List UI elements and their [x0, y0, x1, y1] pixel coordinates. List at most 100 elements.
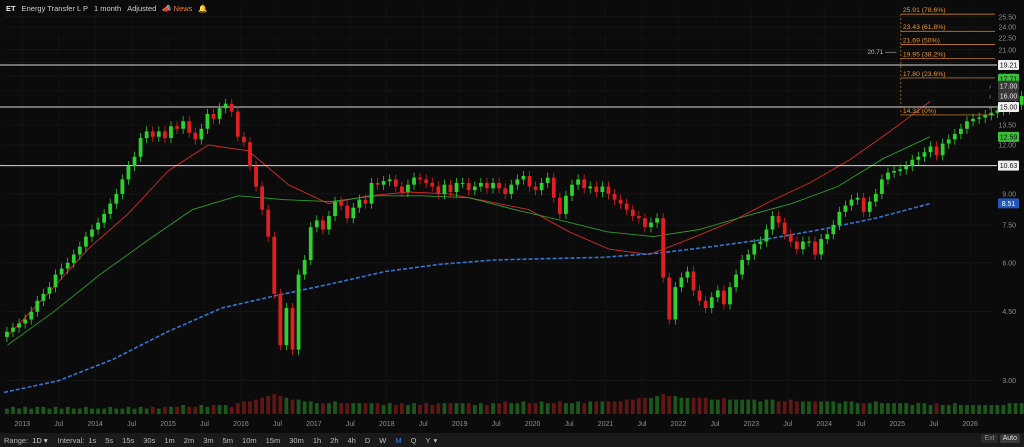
interval-1s[interactable]: 1s: [88, 435, 97, 445]
aggregation-period[interactable]: 1 month: [94, 3, 122, 13]
volume-bar: [977, 405, 982, 414]
volume-bar: [278, 396, 283, 414]
y-tick-label: 21.00: [998, 47, 1016, 54]
candle-body: [497, 182, 501, 189]
volume-bar: [302, 401, 307, 414]
volume-bar: [472, 405, 477, 414]
bell-icon[interactable]: ♪: [988, 105, 991, 112]
volume-bar: [478, 403, 483, 414]
interval-d[interactable]: D: [364, 435, 371, 445]
y-tick-label: 12.00: [998, 142, 1016, 149]
volume-bar: [47, 408, 52, 414]
candle-body: [29, 311, 34, 320]
x-tick-label: Jul: [783, 421, 792, 428]
candle-body: [357, 199, 362, 208]
volume-bar: [813, 401, 817, 414]
volume-bar: [612, 401, 617, 414]
volume-bar: [515, 403, 520, 414]
volume-bar: [363, 403, 368, 414]
interval-1m[interactable]: 1m: [164, 435, 175, 445]
ext-toggle[interactable]: Ext: [981, 434, 998, 443]
price-marker-label: 8.51: [1002, 201, 1016, 208]
volume-bar: [199, 405, 204, 414]
volume-bar: [776, 401, 781, 414]
volume-bar: [1007, 403, 1012, 414]
bell-icon[interactable]: 🔔: [198, 3, 208, 13]
volume-bar: [570, 403, 574, 414]
candle-body: [254, 166, 258, 187]
x-tick-label: Jul: [54, 421, 63, 428]
interval-15m[interactable]: 15m: [265, 435, 281, 445]
volume-bar: [71, 408, 76, 414]
volume-bar: [588, 401, 593, 414]
interval-1h[interactable]: 1h: [312, 435, 322, 445]
candle-body: [557, 197, 562, 214]
volume-bar: [169, 406, 173, 414]
bell-icon[interactable]: ♪: [988, 83, 991, 90]
volume-bar: [193, 406, 198, 414]
volume-bar: [436, 403, 441, 414]
auto-toggle[interactable]: Auto: [999, 434, 1020, 443]
interval-2m[interactable]: 2m: [183, 435, 195, 445]
interval-5m[interactable]: 5m: [222, 435, 234, 445]
symbol-label[interactable]: ET: [6, 3, 16, 13]
candle-body: [11, 327, 15, 332]
volume-bar: [387, 403, 392, 414]
interval-y[interactable]: Y: [425, 435, 431, 445]
volume-bar: [393, 405, 398, 414]
volume-bar: [679, 397, 684, 414]
candle-body: [114, 193, 119, 204]
volume-bar: [17, 408, 21, 414]
candle-body: [84, 236, 88, 247]
candle-body: [831, 224, 836, 235]
volume-bar: [339, 403, 343, 414]
interval-30s[interactable]: 30s: [143, 435, 156, 445]
bell-icon[interactable]: ♪: [988, 94, 991, 101]
interval-15s[interactable]: 15s: [122, 435, 135, 445]
range-label: Range:: [4, 435, 29, 445]
horizontal-levels[interactable]: [0, 64, 997, 167]
interval-q[interactable]: Q: [410, 435, 417, 445]
volume-bar: [788, 399, 793, 414]
interval-w[interactable]: W: [379, 435, 387, 445]
candle-body: [199, 128, 204, 140]
volume-bar: [582, 403, 587, 414]
x-tick-label: 2015: [160, 421, 176, 428]
x-tick-label: 2024: [817, 421, 833, 428]
interval-5s[interactable]: 5s: [105, 435, 114, 445]
y-tick-label: 24.00: [998, 25, 1016, 32]
chevron-down-icon[interactable]: ▾: [433, 435, 438, 445]
candle-body: [132, 156, 137, 167]
volume-bar: [709, 399, 714, 414]
interval-2h[interactable]: 2h: [330, 435, 339, 445]
volume-bar: [235, 403, 240, 414]
volume-bar: [551, 403, 556, 414]
candle-body: [612, 193, 617, 200]
volume-bars: [5, 394, 1024, 414]
interval-3m[interactable]: 3m: [203, 435, 214, 445]
range-select[interactable]: 1D ▾: [32, 436, 47, 445]
candle-body: [406, 184, 410, 193]
price-chart[interactable]: 25.91 (78.6%) 23.43 (61.8%) 21.69 (50%) 19.…: [0, 0, 1024, 433]
volume-bar: [90, 408, 94, 414]
news-toggle[interactable]: 📣 News: [162, 4, 192, 13]
candle-body: [636, 216, 641, 219]
volume-bar: [53, 406, 58, 414]
candle-body: [722, 290, 726, 305]
candle-body: [65, 262, 70, 269]
interval-m[interactable]: M: [395, 435, 402, 445]
candle-body: [102, 213, 107, 223]
volume-bar: [138, 406, 143, 414]
adjustment-label[interactable]: Adjusted: [127, 3, 157, 13]
volume-bar: [120, 408, 125, 414]
chevron-down-icon: ▾: [43, 435, 48, 445]
volume-bar: [764, 399, 769, 414]
interval-10m[interactable]: 10m: [242, 435, 257, 445]
volume-bar: [156, 408, 161, 414]
volume-bar: [454, 403, 459, 414]
fibonacci-levels[interactable]: 25.91 (78.6%) 23.43 (61.8%) 21.69 (50%) 19.…: [900, 7, 995, 116]
candle-body: [387, 179, 392, 182]
candle-body: [181, 121, 186, 129]
interval-4h[interactable]: 4h: [347, 435, 356, 445]
interval-30m[interactable]: 30m: [289, 435, 304, 445]
